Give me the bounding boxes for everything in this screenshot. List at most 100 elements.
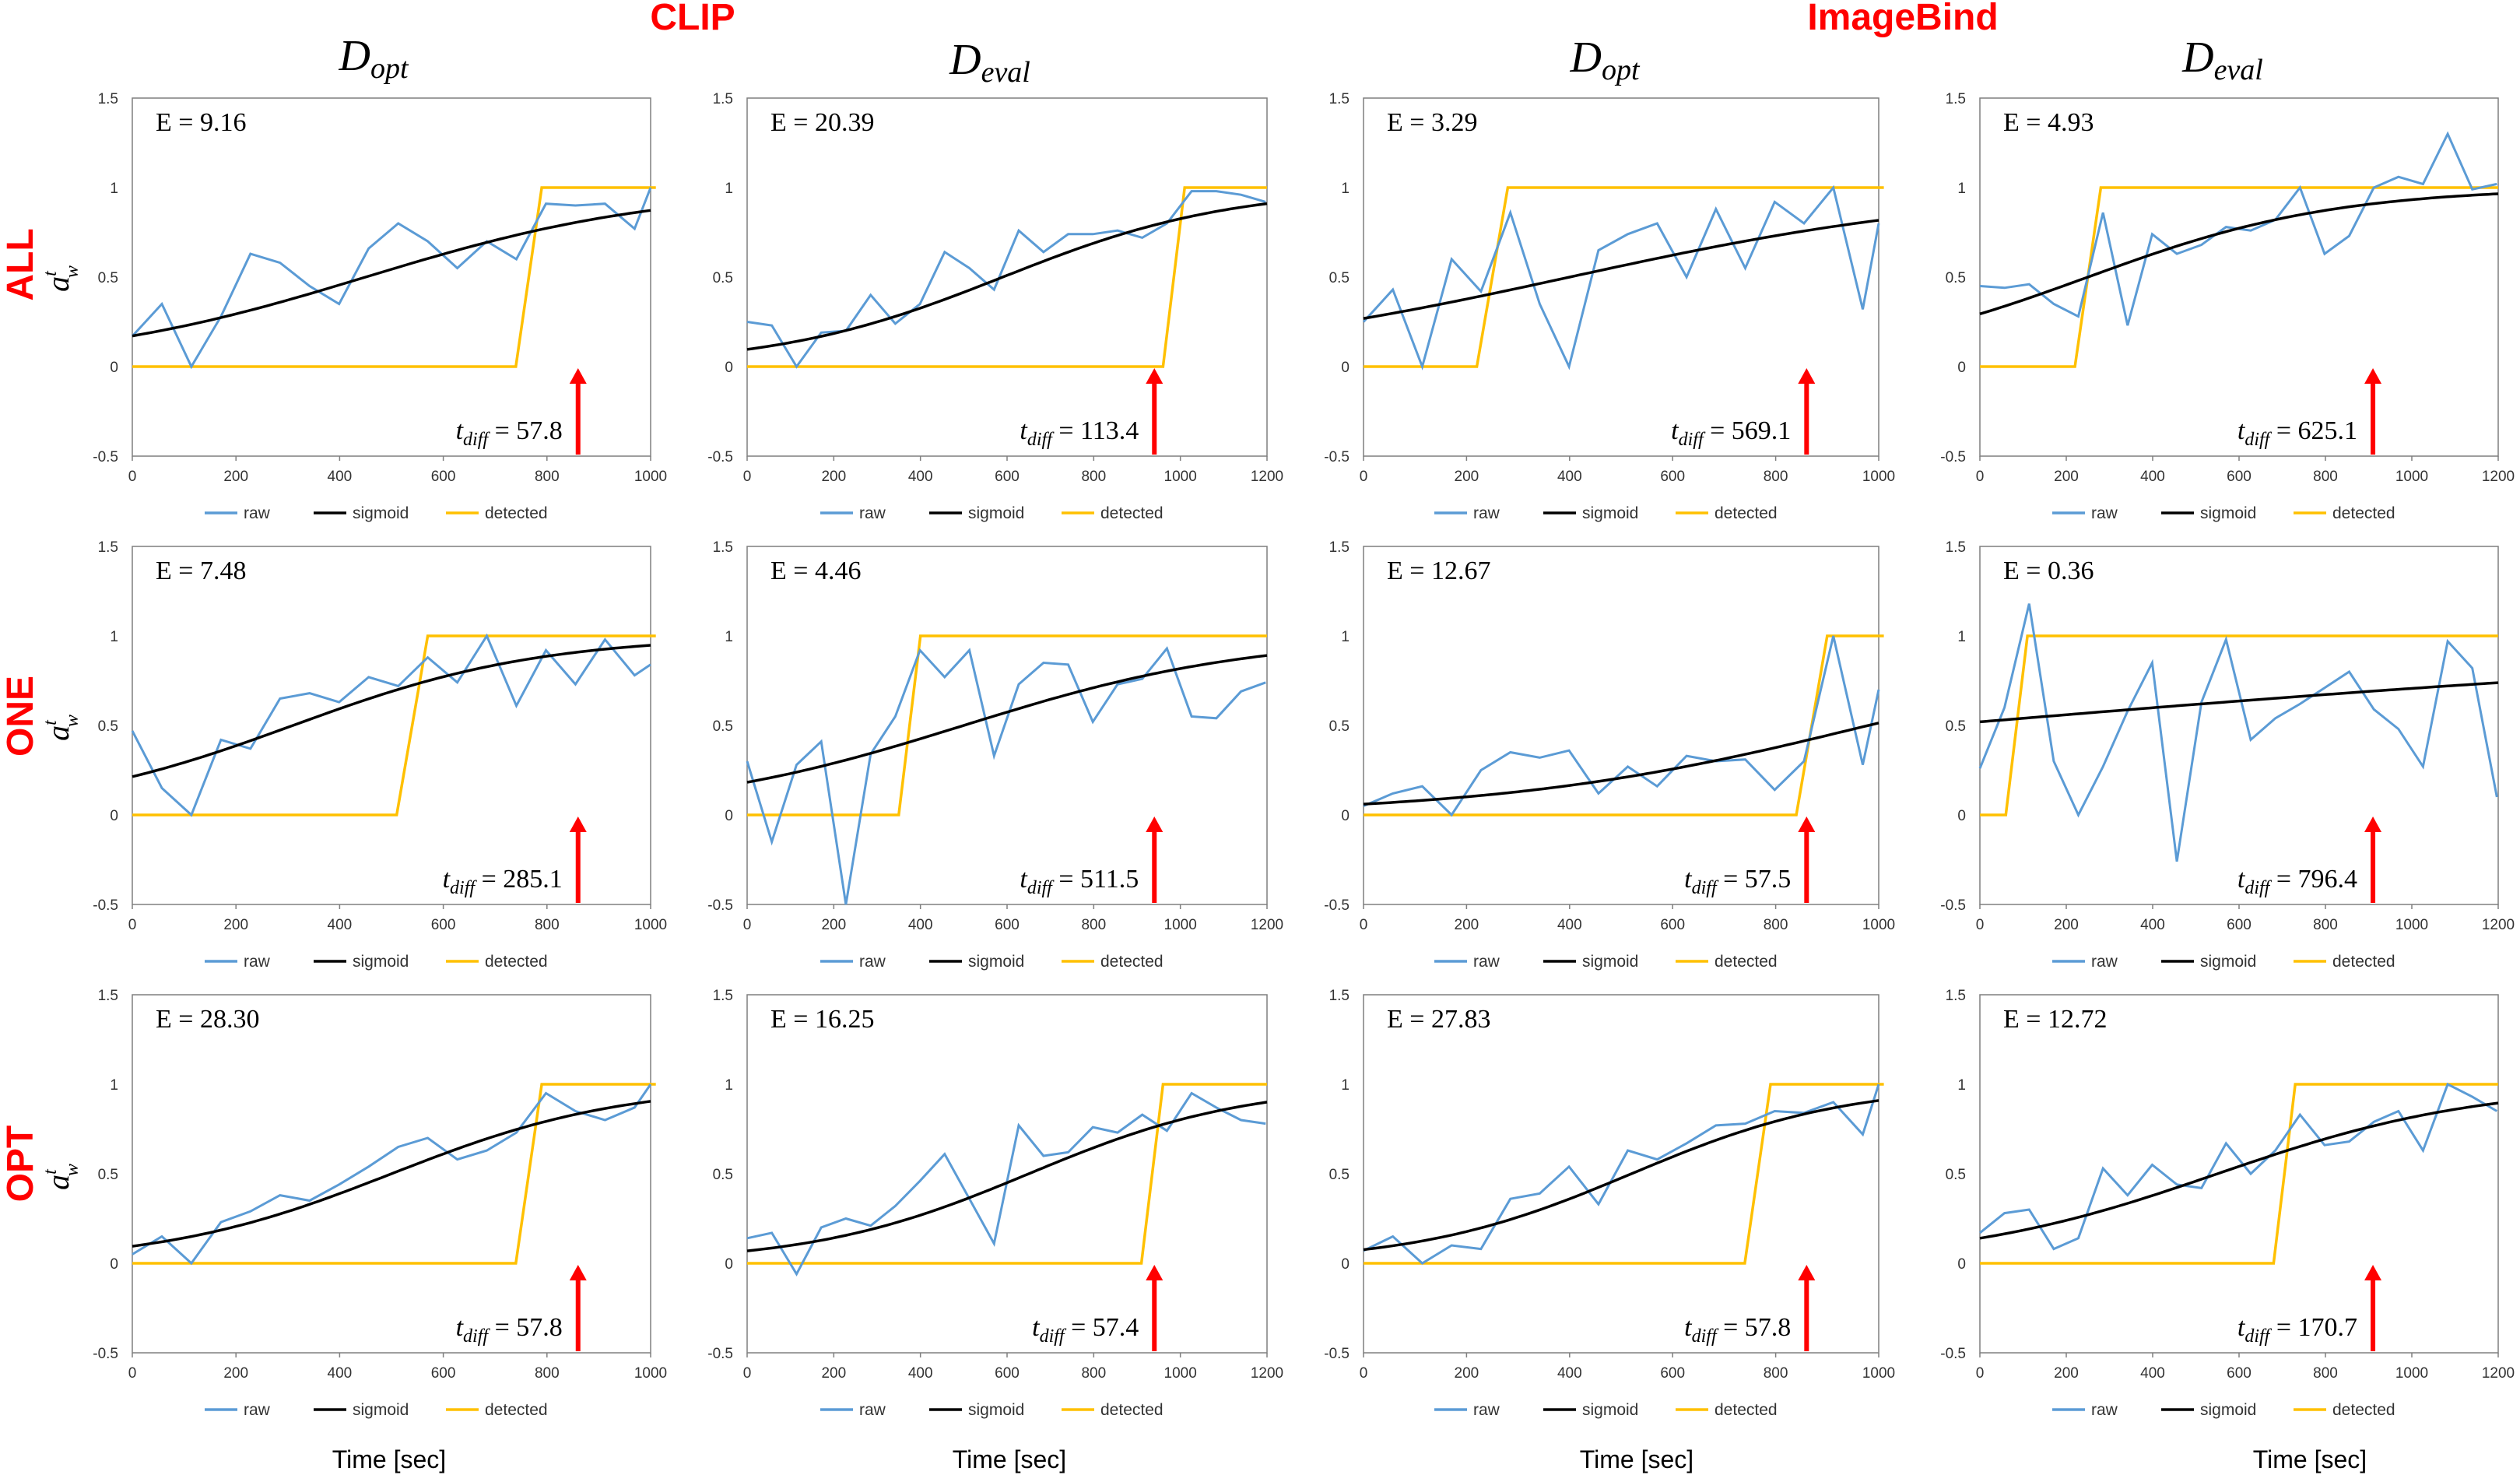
legend-label-raw: raw xyxy=(1473,953,1500,971)
x-tick-label: 400 xyxy=(328,1365,353,1382)
series-detected xyxy=(132,186,656,368)
x-tick-label: 400 xyxy=(908,469,933,485)
y-tick-label: -0.5 xyxy=(93,449,118,465)
y-tick-label: 0.5 xyxy=(98,1167,118,1183)
series-raw xyxy=(131,187,652,370)
column-title-1: Deval xyxy=(949,36,1030,89)
y-tick-label: 0 xyxy=(1957,808,1966,824)
y-tick-label: 1 xyxy=(110,1077,118,1094)
row-label-all: ALL xyxy=(0,228,41,300)
series-detected xyxy=(1364,1083,1884,1265)
x-tick-label: 200 xyxy=(223,917,248,933)
x-tick-label: 0 xyxy=(743,469,752,485)
legend: raw sigmoid detected xyxy=(2052,504,2395,522)
legend: raw sigmoid detected xyxy=(1434,1401,1778,1419)
legend-label-sigmoid: sigmoid xyxy=(2200,953,2256,971)
detection-arrow-head xyxy=(1146,368,1163,384)
detection-arrow-head xyxy=(2364,368,2382,384)
series-sigmoid xyxy=(132,644,651,778)
chart-panel-opt-0: -0.5 0 0.5 1 1.5 0 200 400 600 800 1000 E = 28.30 td… xyxy=(93,988,667,1419)
tdiff-label: tdiff = 625.1 xyxy=(2237,416,2357,450)
energy-label: E = 3.29 xyxy=(1387,108,1477,137)
legend: raw sigmoid detected xyxy=(205,1401,548,1419)
y-tick-label: 1 xyxy=(725,629,733,645)
y-tick-label: 0.5 xyxy=(713,270,733,286)
y-tick-label: 1 xyxy=(110,181,118,197)
x-tick-label: 1200 xyxy=(1251,917,1283,933)
svg-text:atw: atw xyxy=(40,715,82,741)
series-raw xyxy=(132,1083,652,1266)
y-tick-label: 0.5 xyxy=(1946,270,1966,286)
x-tick-label: 0 xyxy=(128,469,137,485)
legend-label-sigmoid: sigmoid xyxy=(1582,504,1638,522)
x-tick-label: 1000 xyxy=(1164,469,1197,485)
legend-label-sigmoid: sigmoid xyxy=(968,1401,1024,1419)
x-tick-label: 400 xyxy=(328,469,353,485)
energy-label: E = 0.36 xyxy=(2003,557,2094,585)
energy-label: E = 12.72 xyxy=(2003,1005,2107,1034)
series-detected xyxy=(747,186,1267,368)
chart-panel-opt-3: -0.5 0 0.5 1 1.5 0 200 400 600 800 1000 1200 E = 12.… xyxy=(1940,988,2515,1419)
x-tick-label: 1000 xyxy=(1862,1365,1895,1382)
series-sigmoid xyxy=(132,1100,651,1248)
legend-label-sigmoid: sigmoid xyxy=(2200,504,2256,522)
legend-label-sigmoid: sigmoid xyxy=(968,953,1024,971)
chart-panel-opt-1: -0.5 0 0.5 1 1.5 0 200 400 600 800 1000 1200 E = 16.… xyxy=(707,988,1283,1419)
series-detected xyxy=(1364,186,1884,368)
series-sigmoid xyxy=(1363,219,1879,320)
x-tick-label: 0 xyxy=(1360,469,1368,485)
plot-frame xyxy=(746,97,1268,457)
legend-label-detected: detected xyxy=(2332,504,2395,522)
x-tick-label: 0 xyxy=(1976,469,1985,485)
x-tick-label: 600 xyxy=(2227,469,2252,485)
x-tick-label: 800 xyxy=(2313,1365,2338,1382)
y-tick-label: 0 xyxy=(1341,1256,1349,1273)
y-tick-label: 0 xyxy=(110,808,118,824)
legend-label-raw: raw xyxy=(244,1401,271,1419)
tdiff-label: tdiff = 57.4 xyxy=(1032,1313,1139,1347)
tdiff-label: tdiff = 57.8 xyxy=(456,1313,563,1347)
detection-arrow-head xyxy=(1798,368,1816,384)
series-detected xyxy=(132,1083,656,1265)
x-tick-label: 1200 xyxy=(2482,1365,2515,1382)
legend-label-sigmoid: sigmoid xyxy=(353,504,409,522)
y-tick-label: 0 xyxy=(110,360,118,376)
x-tick-label: 0 xyxy=(743,917,752,933)
energy-label: E = 12.67 xyxy=(1387,557,1490,585)
legend-label-raw: raw xyxy=(859,953,886,971)
x-axis-label-2: Time [sec] xyxy=(1580,1445,1693,1473)
detection-arrow-head xyxy=(569,368,587,384)
series-sigmoid xyxy=(1363,1099,1879,1252)
y-tick-label: 0 xyxy=(725,808,733,824)
row-label-opt: OPT xyxy=(0,1126,41,1203)
chart-panel-opt-2: -0.5 0 0.5 1 1.5 0 200 400 600 800 1000 E = 27.83 td… xyxy=(1324,988,1895,1419)
x-tick-label: 400 xyxy=(2140,917,2165,933)
legend: raw sigmoid detected xyxy=(2052,1401,2395,1419)
legend-label-raw: raw xyxy=(859,504,886,522)
x-axis-label-1: Time [sec] xyxy=(953,1445,1066,1473)
column-title-3: Deval xyxy=(2181,33,2263,86)
detection-arrow-head xyxy=(1798,1265,1816,1280)
chart-panel-one-2: -0.5 0 0.5 1 1.5 0 200 400 600 800 1000 E = 12.67 td… xyxy=(1324,539,1895,971)
x-tick-label: 800 xyxy=(535,917,560,933)
plot-frame xyxy=(132,97,651,457)
legend-label-detected: detected xyxy=(1715,953,1778,971)
x-tick-label: 400 xyxy=(1557,1365,1582,1382)
legend-label-detected: detected xyxy=(2332,1401,2395,1419)
chart-panel-all-0: -0.5 0 0.5 1 1.5 0 200 400 600 800 1000 E = 9.16 tdi… xyxy=(93,91,667,522)
x-tick-label: 1000 xyxy=(2395,917,2428,933)
x-tick-label: 400 xyxy=(328,917,353,933)
y-tick-label: 1.5 xyxy=(1946,539,1966,556)
series-sigmoid xyxy=(1979,192,2499,315)
legend-label-sigmoid: sigmoid xyxy=(353,953,409,971)
x-tick-label: 600 xyxy=(431,469,456,485)
energy-label: E = 28.30 xyxy=(156,1005,259,1034)
legend-label-raw: raw xyxy=(244,953,271,971)
y-tick-label: 1.5 xyxy=(98,539,118,556)
plot-frame xyxy=(1979,994,2499,1354)
x-tick-label: 200 xyxy=(2054,917,2079,933)
series-sigmoid xyxy=(132,209,651,338)
x-tick-label: 0 xyxy=(128,1365,137,1382)
chart-panel-all-2: -0.5 0 0.5 1 1.5 0 200 400 600 800 1000 E = 3.29 tdi… xyxy=(1324,91,1895,522)
x-tick-label: 0 xyxy=(128,917,137,933)
